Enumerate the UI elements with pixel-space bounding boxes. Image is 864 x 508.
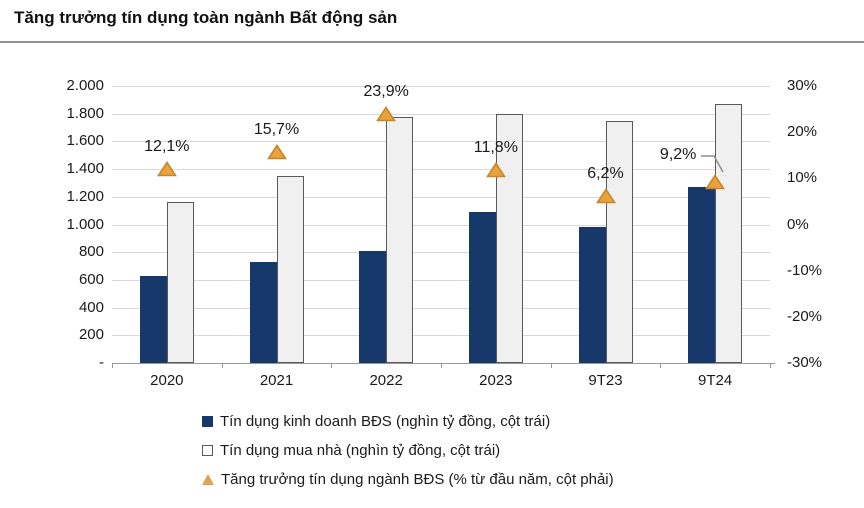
legend-label: Tín dụng kinh doanh BĐS (nghìn tỷ đồng, … <box>220 413 551 430</box>
white-square-icon <box>202 445 213 456</box>
y-axis-label-left: 1.800 <box>66 104 104 122</box>
bar-mua-nha <box>276 176 304 363</box>
x-axis-tick <box>660 364 662 368</box>
label-leader-line <box>699 153 729 179</box>
growth-data-label: 9,2% <box>659 146 697 164</box>
bar-mua-nha <box>715 104 743 363</box>
bar-mua-nha <box>166 202 194 363</box>
y-axis-label-right: 0% <box>787 215 809 233</box>
bar-kinh-doanh <box>359 250 387 363</box>
x-axis-label: 9T24 <box>698 372 733 389</box>
x-axis-tick <box>441 364 442 368</box>
y-axis-label-right: 20% <box>787 123 818 141</box>
x-axis-tick <box>770 364 771 368</box>
legend-label: Tín dụng mua nhà (nghìn tỷ đồng, cột trá… <box>220 442 501 459</box>
bar-mua-nha <box>495 113 523 363</box>
bar-mua-nha <box>386 117 414 363</box>
y-axis-label-right: -20% <box>787 307 823 325</box>
gridline <box>112 113 770 115</box>
growth-data-label: 12,1% <box>144 137 190 155</box>
x-axis-label: 2020 <box>150 372 184 389</box>
y-axis-label-left: 2.000 <box>66 77 104 94</box>
gridline <box>112 86 770 87</box>
growth-marker <box>595 187 616 204</box>
y-axis-label-right: -10% <box>787 261 823 279</box>
legend-item-kinh-doanh: Tín dụng kinh doanh BĐS (nghìn tỷ đồng, … <box>202 407 614 436</box>
x-axis-label: 2021 <box>259 372 294 389</box>
bar-kinh-doanh <box>139 275 167 363</box>
legend-item-tang-truong: Tăng trưởng tín dụng ngành BĐS (% từ đầu… <box>202 465 614 494</box>
gridline <box>112 307 770 309</box>
x-axis-line <box>112 363 775 364</box>
y-axis-label-left: 200 <box>78 326 104 344</box>
bar-kinh-doanh <box>249 261 277 363</box>
growth-marker <box>485 162 506 178</box>
title-divider <box>0 41 864 43</box>
gridline <box>112 169 770 171</box>
bar-kinh-doanh <box>688 187 716 363</box>
growth-marker <box>266 144 287 160</box>
growth-data-label: 11,8% <box>473 139 518 157</box>
y-axis-label-right: 30% <box>787 77 818 94</box>
x-axis-tick <box>112 364 113 368</box>
y-axis-label-left: 400 <box>78 298 104 316</box>
gridline <box>112 252 770 254</box>
x-axis-tick <box>331 364 333 368</box>
legend-label: Tăng trưởng tín dụng ngành BĐS (% từ đầu… <box>221 471 614 488</box>
y-axis-label-left: 1.000 <box>66 215 104 233</box>
x-axis-label: 2023 <box>479 372 513 389</box>
gridline <box>112 141 770 143</box>
growth-data-label: 6,2% <box>587 164 624 182</box>
y-axis-label-left: 1.600 <box>66 132 104 150</box>
x-axis-label: 9T23 <box>588 372 623 389</box>
dark-square-icon <box>202 416 213 427</box>
triangle-icon <box>202 474 214 485</box>
y-axis-label-left: 800 <box>78 243 104 261</box>
y-axis-label-right: -30% <box>787 354 823 371</box>
x-axis-tick <box>550 364 552 368</box>
legend: Tín dụng kinh doanh BĐS (nghìn tỷ đồng, … <box>202 407 614 494</box>
growth-marker <box>376 106 397 122</box>
bar-kinh-doanh <box>468 212 496 363</box>
growth-marker <box>156 160 177 177</box>
y-axis-label-left: - <box>99 354 104 371</box>
gridline <box>112 335 770 337</box>
bar-kinh-doanh <box>578 226 606 363</box>
gridline <box>112 224 770 226</box>
y-axis-label-left: 1.400 <box>66 160 104 178</box>
gridline <box>112 196 770 198</box>
x-axis-tick <box>221 364 223 368</box>
growth-data-label: 23,9% <box>363 83 409 101</box>
chart-title: Tăng trưởng tín dụng toàn ngành Bất động… <box>14 8 398 27</box>
y-axis-label-right: 10% <box>787 169 818 187</box>
bar-mua-nha <box>605 120 633 363</box>
y-axis-label-left: 600 <box>78 270 104 288</box>
growth-marker <box>705 174 726 190</box>
growth-data-label: 15,7% <box>253 121 300 139</box>
gridline <box>112 279 770 281</box>
y-axis-label-left: 1.200 <box>66 187 104 205</box>
legend-item-mua-nha: Tín dụng mua nhà (nghìn tỷ đồng, cột trá… <box>202 436 614 465</box>
x-axis-label: 2022 <box>369 372 403 389</box>
